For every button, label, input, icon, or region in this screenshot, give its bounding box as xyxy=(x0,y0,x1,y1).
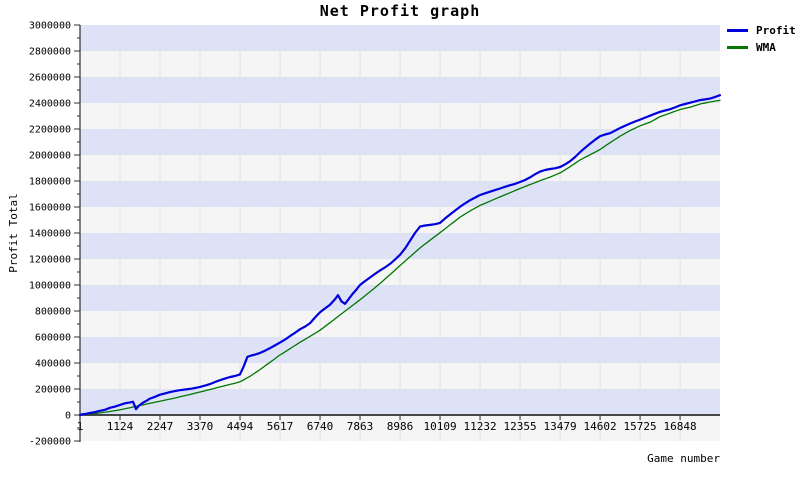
y-tick-label: 200000 xyxy=(35,385,71,396)
x-axis-title: Game number xyxy=(647,452,720,465)
y-tick-label: 400000 xyxy=(35,359,71,370)
y-axis-title: Profit Total xyxy=(7,193,20,273)
profit-line-swatch-icon xyxy=(727,29,748,32)
x-tick-label: 3370 xyxy=(187,420,214,433)
y-tick-label: 2000000 xyxy=(29,151,71,162)
legend: Profit WMA xyxy=(727,22,796,56)
legend-label-profit: Profit xyxy=(756,24,796,37)
x-tick-label: 6740 xyxy=(307,420,334,433)
x-tick-label: 16848 xyxy=(664,420,697,433)
x-tick-label: 7863 xyxy=(347,420,374,433)
y-tick-label: 2800000 xyxy=(29,47,71,58)
wma-line xyxy=(79,99,721,416)
y-tick-label: -200000 xyxy=(29,437,71,448)
y-tick-label: 1200000 xyxy=(29,255,71,266)
x-tick-label: 5617 xyxy=(267,420,294,433)
legend-item-wma: WMA xyxy=(727,39,796,56)
x-tick-label: 12355 xyxy=(503,420,536,433)
x-tick-label: 15725 xyxy=(624,420,657,433)
y-tick-label: 2200000 xyxy=(29,125,71,136)
y-tick-label: 2400000 xyxy=(29,99,71,110)
x-tick-label: 14602 xyxy=(584,420,617,433)
legend-item-profit: Profit xyxy=(727,22,796,39)
y-tick-label: 0 xyxy=(65,411,71,422)
y-tick-label: 1000000 xyxy=(29,281,71,292)
x-tick-label: 1124 xyxy=(107,420,134,433)
chart-title: Net Profit graph xyxy=(319,2,481,20)
x-tick-label: 4494 xyxy=(227,420,254,433)
profit-line xyxy=(78,94,722,417)
y-tick-label: 1400000 xyxy=(29,229,71,240)
x-tick-label: 8986 xyxy=(387,420,414,433)
x-tick-label: 13479 xyxy=(544,420,577,433)
y-tick-label: 600000 xyxy=(35,333,71,344)
legend-label-wma: WMA xyxy=(756,41,776,54)
x-tick-label: 11232 xyxy=(463,420,496,433)
x-tick-label: 10109 xyxy=(423,420,456,433)
x-tick-label: 2247 xyxy=(147,420,174,433)
y-tick-label: 1600000 xyxy=(29,203,71,214)
wma-line-swatch-icon xyxy=(727,46,748,49)
y-tick-label: 2600000 xyxy=(29,73,71,84)
y-tick-label: 1800000 xyxy=(29,177,71,188)
y-tick-label: 3000000 xyxy=(29,21,71,32)
y-tick-label: 800000 xyxy=(35,307,71,318)
